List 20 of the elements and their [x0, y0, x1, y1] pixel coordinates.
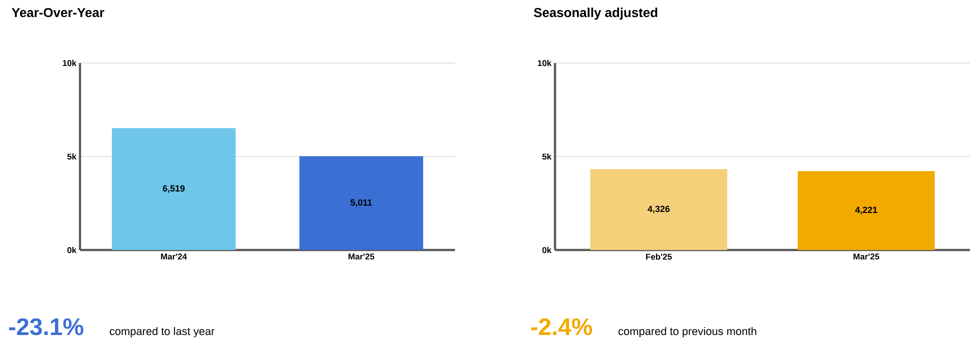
data-label: 5,011	[350, 199, 372, 207]
data-label: 4,221	[855, 206, 878, 214]
data-label: 4,326	[648, 206, 670, 214]
text: compared to last year	[110, 327, 215, 338]
x-tick-label: Mar'25	[348, 254, 374, 260]
x-tick-label: Mar'25	[854, 254, 880, 260]
y-tick-label: 0k	[542, 246, 552, 254]
x-tick-label: Feb'25	[646, 254, 672, 260]
text: -23.1%	[9, 318, 84, 336]
y-tick-label: 0k	[67, 246, 76, 254]
chart-title: Seasonally adjusted	[534, 8, 658, 20]
y-tick-label: 5k	[542, 153, 552, 160]
y-tick-label: 10k	[62, 60, 76, 66]
text: compared to previous month	[618, 327, 756, 338]
data-label: 6,519	[162, 185, 185, 193]
text: -2.4%	[531, 318, 592, 336]
chart-title: Year-Over-Year	[12, 8, 104, 18]
x-tick-label: Mar'24	[161, 254, 187, 260]
y-tick-label: 10k	[538, 60, 552, 66]
y-tick-label: 5k	[67, 153, 76, 160]
